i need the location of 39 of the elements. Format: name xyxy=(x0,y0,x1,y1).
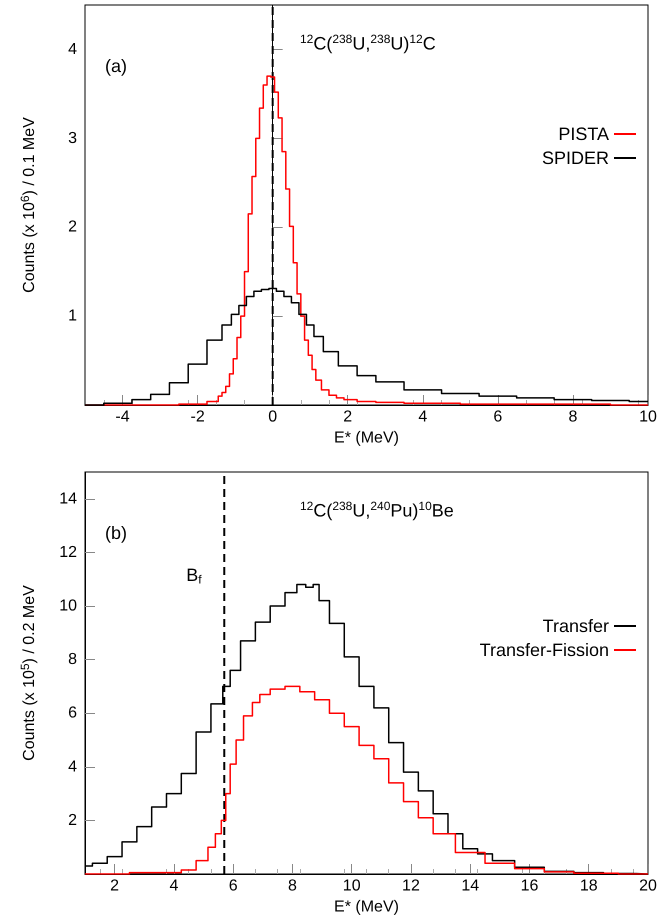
x-tick-label: 12 xyxy=(402,878,420,894)
y-tick-label: 4 xyxy=(68,40,78,58)
x-tick-label: 0 xyxy=(268,408,278,426)
x-tick-label: 2 xyxy=(343,408,352,426)
x-tick-label: 4 xyxy=(418,408,428,426)
y-tick-label: 1 xyxy=(68,308,78,325)
annotation: (a) xyxy=(105,56,127,76)
x-tick-label: 20 xyxy=(639,878,657,894)
y-tick-label: 12 xyxy=(59,544,78,561)
x-tick-label: -4 xyxy=(115,408,130,426)
y-tick-label: 4 xyxy=(68,758,78,776)
x-tick-label: 10 xyxy=(342,878,361,894)
x-tick-label: 10 xyxy=(639,408,657,426)
y-tick-label: 6 xyxy=(68,704,78,722)
x-tick-label: 16 xyxy=(520,878,538,894)
annotation: (b) xyxy=(105,523,127,543)
x-axis-title: E* (MeV) xyxy=(334,429,399,446)
x-tick-label: 6 xyxy=(493,408,502,426)
y-tick-label: 2 xyxy=(68,218,78,236)
legend-label: Transfer-Fission xyxy=(480,640,609,660)
x-tick-label: 8 xyxy=(288,878,297,894)
x-tick-label: 4 xyxy=(169,878,178,894)
x-tick-label: 2 xyxy=(110,878,120,894)
y-axis-title: Counts (x 106) / 0.1 MeV xyxy=(18,116,38,293)
y-tick-label: 8 xyxy=(68,651,78,668)
y-axis-title: Counts (x 105) / 0.2 MeV xyxy=(18,584,38,761)
x-tick-label: 6 xyxy=(228,878,238,894)
x-tick-label: 8 xyxy=(568,408,578,426)
legend-label: Transfer xyxy=(542,616,609,636)
y-tick-label: 14 xyxy=(59,490,78,508)
x-tick-label: 18 xyxy=(580,878,598,894)
legend-label: PISTA xyxy=(558,124,609,144)
x-tick-label: -2 xyxy=(190,408,205,426)
x-axis-title: E* (MeV) xyxy=(334,898,399,916)
x-tick-label: 14 xyxy=(461,878,480,894)
y-tick-label: 10 xyxy=(59,598,78,614)
y-tick-label: 3 xyxy=(68,130,78,147)
y-tick-label: 2 xyxy=(68,812,78,829)
legend-label: SPIDER xyxy=(542,148,609,168)
